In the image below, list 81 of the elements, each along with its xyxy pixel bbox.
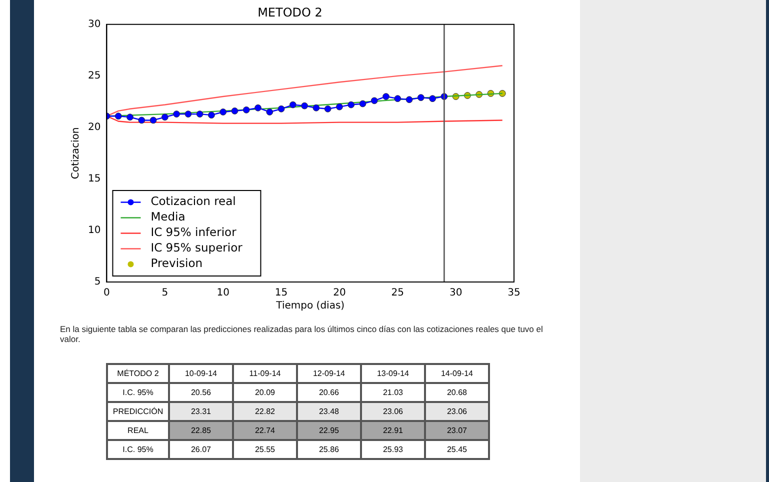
chart-title: METODO 2 (258, 5, 322, 20)
point (417, 94, 424, 102)
text: 21.03 (382, 388, 404, 397)
text: 25.86 (318, 445, 340, 454)
text: 23.07 (446, 426, 468, 435)
x-tick-label: 10 (216, 288, 230, 299)
x-tick-label: 5 (162, 288, 168, 299)
point (359, 100, 366, 108)
y-tick-label: 10 (88, 225, 101, 236)
x-tick-label: 0 (104, 288, 110, 299)
text: 22.85 (190, 426, 212, 435)
legend-label: Cotizacion real (150, 194, 236, 208)
text: 20.09 (254, 388, 276, 397)
point (406, 96, 413, 104)
legend-label: Media (150, 210, 186, 224)
x-tick-label: 15 (274, 288, 288, 299)
point (114, 112, 122, 120)
x-tick-label: 35 (508, 288, 520, 299)
text: 20.68 (446, 388, 468, 397)
point (196, 110, 204, 118)
category-label: REAL (128, 426, 148, 435)
point (289, 101, 296, 108)
category-label: 10-09-14 (169, 364, 233, 383)
text: 23.48 (318, 407, 340, 416)
category-label: I.C. 95% (122, 445, 154, 454)
text: MÉTODO 2 (107, 364, 169, 383)
legend-label: IC 95% inferior (150, 225, 237, 240)
point (126, 114, 134, 121)
y-tick-label: 25 (88, 70, 101, 82)
point (278, 105, 285, 112)
point (173, 110, 180, 118)
category-label: 12-09-14 (297, 364, 361, 383)
x-axis-title: Tiempo (dias) (275, 300, 345, 312)
point (301, 102, 308, 110)
point (220, 108, 227, 116)
x-tick-label: 30 (449, 288, 462, 299)
legend-label: IC 95% superior (150, 240, 243, 255)
point (324, 105, 332, 112)
text: 25.93 (382, 445, 404, 454)
y-tick-label: 20 (88, 122, 101, 134)
category-label: 14-09-14 (425, 364, 489, 383)
point (382, 93, 390, 100)
text: 23.06 (446, 407, 468, 416)
point (231, 108, 238, 114)
point (348, 101, 355, 108)
text: 26.07 (190, 445, 212, 454)
category-label: 13-09-14 (361, 364, 425, 383)
category-label: PREDICCIÓN (112, 407, 164, 416)
point (242, 106, 250, 114)
text: 22.74 (254, 426, 276, 435)
text: 22.82 (254, 407, 276, 416)
point (150, 116, 157, 124)
text: 23.06 (382, 407, 404, 416)
point (184, 110, 192, 118)
y-axis-title: Cotizacion (70, 127, 82, 180)
category-label: 11-09-14 (233, 364, 297, 383)
y-tick-label: 15 (88, 174, 101, 185)
point (161, 114, 168, 121)
point (394, 95, 402, 102)
category-label: I.C. 95% (122, 388, 154, 397)
point (429, 95, 436, 102)
point (266, 108, 274, 116)
point (254, 104, 262, 112)
text: En la siguiente tabla se comparan las predicciones realizadas para los últimos cinco días con las cotizaciones reales que tuvo el valor. (60, 324, 544, 344)
text: 20.66 (318, 388, 340, 397)
y-tick-label: 5 (94, 276, 101, 288)
text: 22.91 (382, 426, 404, 435)
point (138, 116, 146, 124)
text: 25.45 (446, 445, 468, 454)
text: 25.55 (254, 445, 276, 454)
text: 22.95 (318, 426, 340, 435)
point (312, 104, 320, 112)
point (208, 112, 215, 119)
y-tick-label: 30 (88, 18, 101, 30)
x-tick-label: 25 (391, 288, 404, 299)
x-tick-label: 20 (333, 288, 346, 299)
legend-label: Prevision (150, 256, 203, 270)
point (370, 97, 378, 104)
text: 20.56 (190, 388, 212, 397)
text: 23.31 (190, 407, 212, 416)
point (336, 103, 343, 110)
